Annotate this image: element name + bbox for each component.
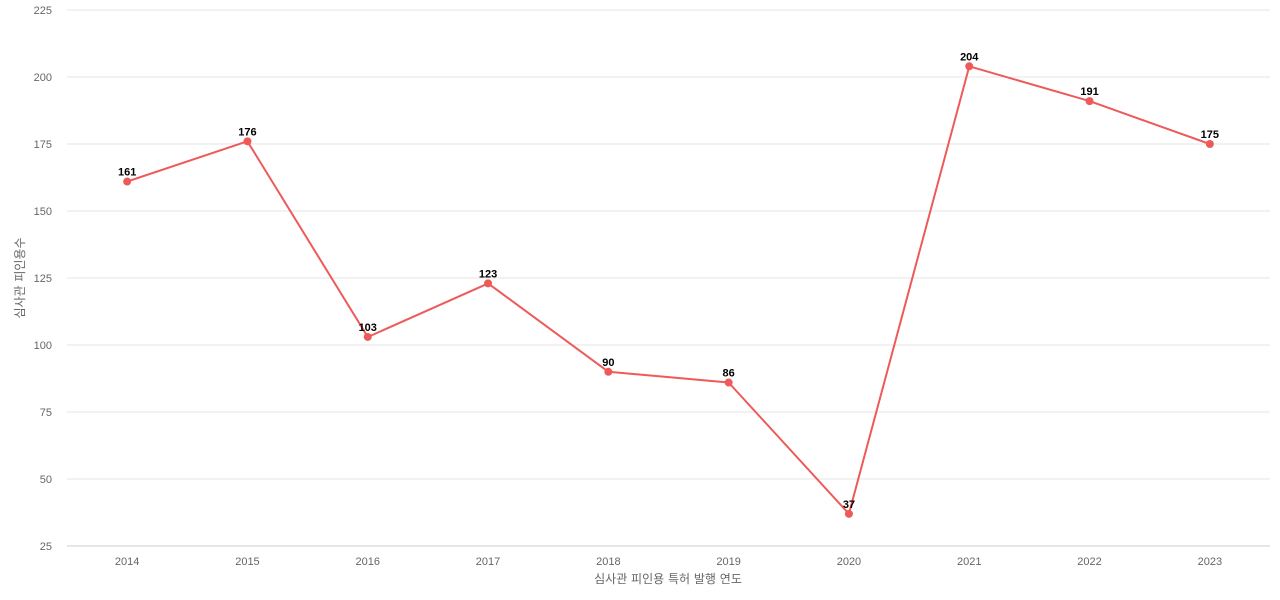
y-tick-label: 100 <box>34 340 52 352</box>
x-tick-label: 2015 <box>235 556 259 568</box>
data-label: 37 <box>843 499 855 511</box>
y-tick-label: 125 <box>34 273 52 285</box>
series-layer <box>123 62 1214 518</box>
data-point[interactable] <box>1205 140 1214 148</box>
series-line <box>126 65 1211 515</box>
y-tick-label: 75 <box>40 407 52 419</box>
data-label: 191 <box>1080 86 1098 98</box>
data-point[interactable] <box>363 332 372 341</box>
y-axis-title: 심사관 피인용수 <box>13 237 27 318</box>
x-tick-label: 2018 <box>596 556 620 568</box>
y-tick-label: 25 <box>40 541 52 553</box>
y-tick-label: 175 <box>34 139 52 151</box>
data-label: 123 <box>479 268 497 280</box>
x-tick-label: 2021 <box>957 556 981 568</box>
grid <box>67 9 1270 547</box>
data-label: 175 <box>1201 129 1219 141</box>
data-labels: 161 176 103 123 90 86 37 204 191 175 <box>118 51 1219 511</box>
data-label: 86 <box>723 368 735 380</box>
x-tick-label: 2017 <box>476 556 500 568</box>
data-label: 103 <box>359 322 377 334</box>
y-tick-label: 150 <box>34 206 52 218</box>
x-tick-label: 2022 <box>1077 556 1101 568</box>
x-tick-label: 2020 <box>837 556 861 568</box>
y-axis-ticks: 25 50 75 100 125 150 175 200 225 <box>34 5 52 553</box>
data-point[interactable] <box>484 279 493 288</box>
data-label: 204 <box>960 51 979 63</box>
x-tick-label: 2014 <box>115 556 139 568</box>
y-tick-label: 225 <box>34 5 52 17</box>
data-point[interactable] <box>1085 97 1094 106</box>
x-tick-label: 2016 <box>356 556 380 568</box>
data-label: 90 <box>602 357 614 369</box>
data-point[interactable] <box>965 62 974 71</box>
data-point[interactable] <box>123 177 132 186</box>
data-point[interactable] <box>724 378 733 387</box>
data-label: 176 <box>238 126 256 138</box>
y-tick-label: 50 <box>40 474 52 486</box>
data-point[interactable] <box>243 137 252 146</box>
data-point[interactable] <box>844 509 853 518</box>
x-tick-label: 2023 <box>1198 556 1222 568</box>
y-tick-label: 200 <box>34 72 52 84</box>
data-label: 161 <box>118 167 136 179</box>
x-axis-title: 심사관 피인용 특허 발행 연도 <box>594 571 742 586</box>
x-tick-label: 2019 <box>716 556 740 568</box>
data-point[interactable] <box>604 367 613 376</box>
x-axis-ticks: 2014 2015 2016 2017 2018 2019 2020 2021 2022 2023 <box>115 556 1222 568</box>
